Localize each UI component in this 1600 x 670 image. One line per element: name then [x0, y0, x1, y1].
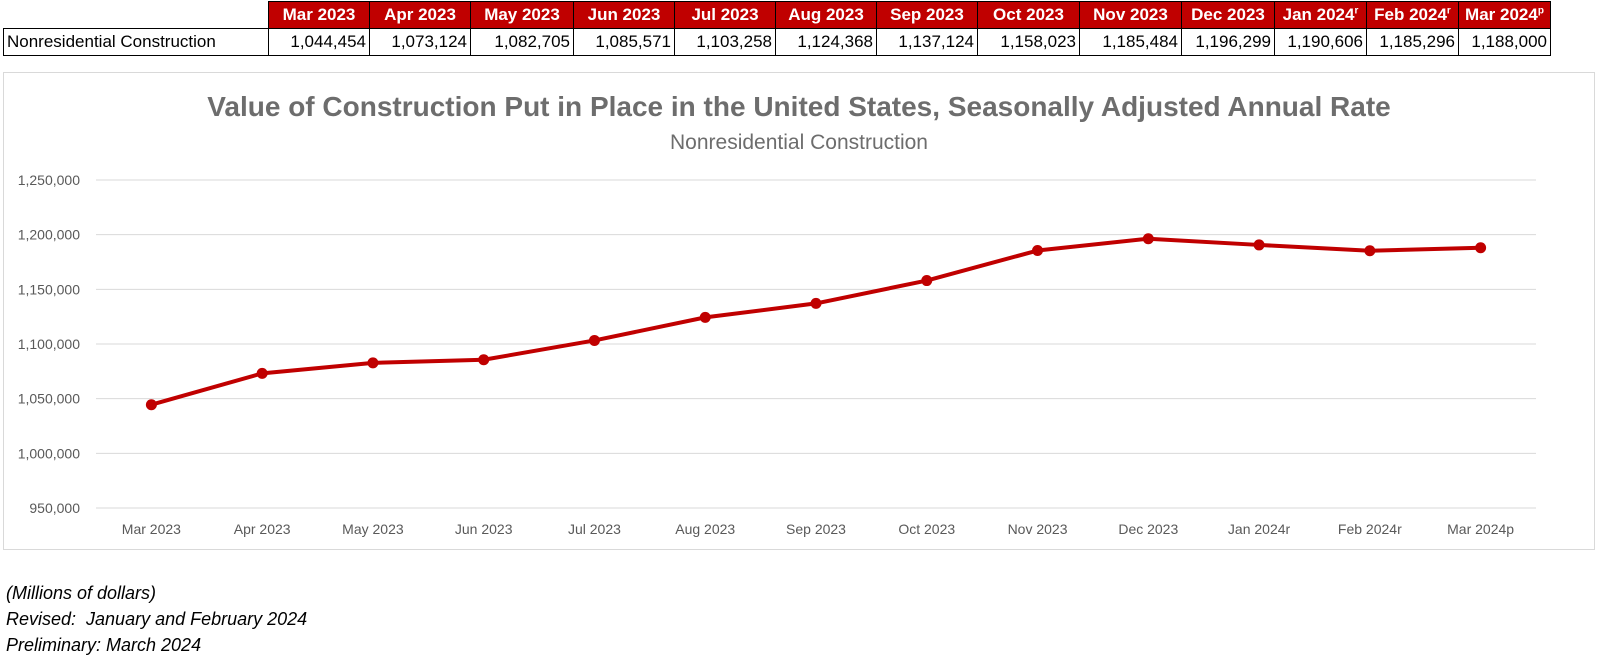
- table-cell: 1,124,368: [775, 28, 877, 56]
- table-cell: 1,196,299: [1181, 28, 1275, 56]
- column-header-label: Apr 2023: [384, 5, 456, 24]
- column-header-label: May 2023: [484, 5, 560, 24]
- table-corner-cell: [3, 1, 269, 29]
- table-cell: 1,082,705: [470, 28, 574, 56]
- units-note: (Millions of dollars): [6, 583, 157, 603]
- table-cell: 1,137,124: [876, 28, 978, 56]
- x-tick-label: May 2023: [342, 521, 404, 537]
- x-tick-label: Jan 2024r: [1228, 521, 1291, 537]
- notes: (Millions of dollars) Revised: January a…: [6, 580, 307, 658]
- preliminary-note: Preliminary: March 2024: [6, 635, 202, 655]
- table-row: Nonresidential Construction 1,044,454 1,0…: [3, 28, 1551, 56]
- table-cell: 1,188,000: [1458, 28, 1551, 56]
- data-point: [1142, 233, 1154, 245]
- data-point: [699, 311, 711, 323]
- column-header-flag: r: [1446, 5, 1451, 17]
- data-point: [478, 354, 490, 366]
- x-tick-label: Jun 2023: [455, 521, 513, 537]
- data-point: [810, 297, 822, 309]
- data-table: Mar 2023 Apr 2023 May 2023 Jun 2023 Jul 2023…: [3, 1, 1551, 56]
- chart-subtitle: Nonresidential Construction: [670, 131, 928, 154]
- column-header: Feb 2024r: [1366, 1, 1459, 29]
- table-cell: 1,190,606: [1274, 28, 1367, 56]
- column-header-label: Jan 2024: [1282, 5, 1355, 24]
- column-header: Mar 2024p: [1458, 1, 1551, 29]
- column-header: Apr 2023: [369, 1, 471, 29]
- data-point: [1253, 239, 1265, 251]
- column-header-label: Sep 2023: [890, 5, 964, 24]
- table-cell: 1,085,571: [573, 28, 675, 56]
- chart-area: 950,000 1,000,000 1,050,000 1,100,000 1,150,…: [3, 72, 1595, 550]
- table-cell: 1,158,023: [977, 28, 1080, 56]
- data-point: [145, 399, 157, 411]
- column-header: Oct 2023: [977, 1, 1080, 29]
- column-header: Jul 2023: [674, 1, 776, 29]
- x-tick-label: Apr 2023: [234, 521, 291, 537]
- table-cell: 1,185,484: [1079, 28, 1182, 56]
- column-header: Jan 2024r: [1274, 1, 1367, 29]
- column-header-label: Jul 2023: [691, 5, 759, 24]
- y-tick-label: 1,100,000: [18, 336, 80, 352]
- column-header-flag: p: [1537, 5, 1544, 17]
- y-tick-label: 1,250,000: [18, 172, 80, 188]
- x-tick-label: Sep 2023: [786, 521, 846, 537]
- data-point: [1475, 242, 1487, 254]
- column-header: Dec 2023: [1181, 1, 1275, 29]
- y-tick-label: 1,000,000: [18, 445, 80, 461]
- x-tick-label: Nov 2023: [1008, 521, 1068, 537]
- x-tick-label: Jul 2023: [568, 521, 621, 537]
- y-tick-label: 1,200,000: [18, 227, 80, 243]
- column-header-flag: r: [1354, 5, 1359, 17]
- table-cell: 1,185,296: [1366, 28, 1459, 56]
- x-tick-label: Mar 2024p: [1447, 521, 1514, 537]
- column-header-label: Dec 2023: [1191, 5, 1265, 24]
- column-header: Sep 2023: [876, 1, 978, 29]
- data-point: [367, 357, 379, 369]
- column-header: Aug 2023: [775, 1, 877, 29]
- data-point: [921, 275, 933, 287]
- series-line: [150, 236, 1481, 407]
- x-tick-label: Mar 2023: [122, 521, 181, 537]
- data-point: [256, 367, 268, 379]
- y-tick-label: 1,150,000: [18, 281, 80, 297]
- column-header: Mar 2023: [268, 1, 370, 29]
- data-point: [1364, 245, 1376, 257]
- x-tick-label: Dec 2023: [1118, 521, 1178, 537]
- column-header-label: Oct 2023: [993, 5, 1064, 24]
- data-point: [588, 334, 600, 346]
- x-tick-label: Oct 2023: [898, 521, 955, 537]
- data-point: [1032, 245, 1044, 257]
- column-header-label: Nov 2023: [1093, 5, 1168, 24]
- revised-note: Revised: January and February 2024: [6, 609, 308, 629]
- row-label: Nonresidential Construction: [3, 28, 269, 56]
- column-header: Nov 2023: [1079, 1, 1182, 29]
- chart-title: Value of Construction Put in Place in th…: [207, 91, 1391, 122]
- y-tick-label: 950,000: [29, 500, 80, 516]
- column-header-label: Jun 2023: [587, 5, 661, 24]
- column-header-label: Mar 2023: [282, 5, 356, 24]
- table-cell: 1,103,258: [674, 28, 776, 56]
- line-chart: 950,000 1,000,000 1,050,000 1,100,000 1,150,…: [18, 172, 1536, 537]
- column-header: Jun 2023: [573, 1, 675, 29]
- x-tick-label: Aug 2023: [675, 521, 735, 537]
- column-header-label: Mar 2024: [1465, 5, 1538, 24]
- y-tick-label: 1,050,000: [18, 391, 80, 407]
- table-cell: 1,073,124: [369, 28, 471, 56]
- column-header-label: Feb 2024: [1374, 5, 1447, 24]
- x-tick-label: Feb 2024r: [1338, 521, 1402, 537]
- table-cell: 1,044,454: [268, 28, 370, 56]
- column-header: May 2023: [470, 1, 574, 29]
- column-header-label: Aug 2023: [788, 5, 864, 24]
- table-header-row: Mar 2023 Apr 2023 May 2023 Jun 2023 Jul 2023…: [3, 1, 1551, 29]
